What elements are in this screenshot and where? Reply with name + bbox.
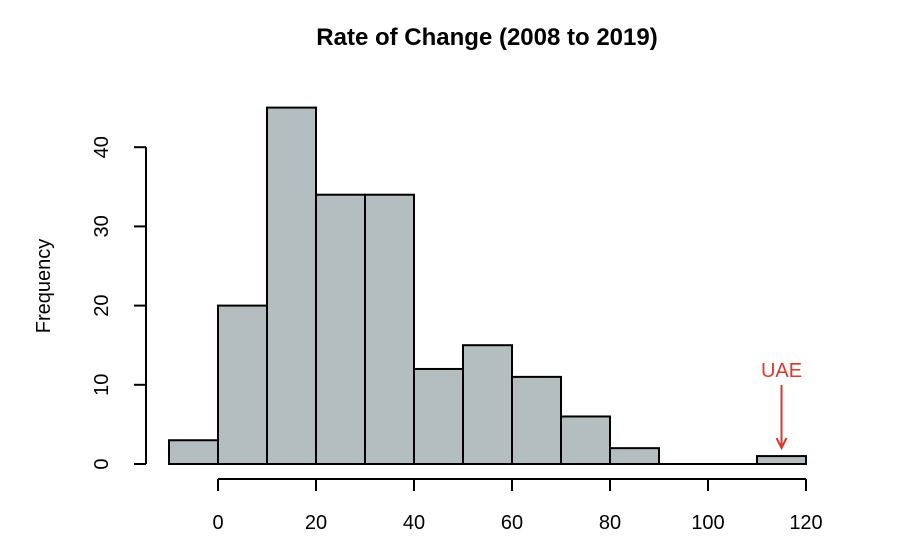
x-tick-label: 20 (305, 512, 327, 534)
histogram-bar (560, 415, 611, 466)
histogram-bar (315, 193, 366, 465)
histogram-bar (462, 344, 513, 466)
y-tick-label: 20 (91, 294, 113, 316)
y-tick-label: 40 (91, 136, 113, 158)
histogram-bar (266, 106, 317, 465)
histogram-bar (217, 304, 268, 465)
y-axis-label: Frequency (33, 239, 55, 334)
x-tick-label: 60 (501, 512, 523, 534)
x-tick-label: 100 (691, 512, 724, 534)
y-tick-label: 10 (91, 374, 113, 396)
histogram-bar (413, 367, 464, 465)
x-tick-label: 40 (403, 512, 425, 534)
x-axis: 0 20 40 60 80 100 120 (212, 478, 823, 534)
annotation-label: UAE (761, 360, 802, 382)
histogram-bar (609, 447, 660, 466)
histogram-bar (168, 439, 219, 465)
histogram-bar (756, 455, 807, 465)
annotation-arrow-head (775, 437, 788, 451)
y-axis: 0 10 20 30 40 (91, 136, 147, 470)
y-tick-label: 30 (91, 215, 113, 237)
annotations: UAE (761, 360, 802, 451)
bars-group (168, 106, 807, 466)
x-tick-label: 120 (789, 512, 822, 534)
y-tick-label: 0 (91, 458, 113, 469)
chart-title: Rate of Change (2008 to 2019) (316, 24, 657, 51)
x-tick-label: 0 (212, 512, 223, 534)
x-tick-label: 80 (599, 512, 621, 534)
histogram-bar (511, 375, 562, 466)
histogram-bar (364, 193, 415, 465)
